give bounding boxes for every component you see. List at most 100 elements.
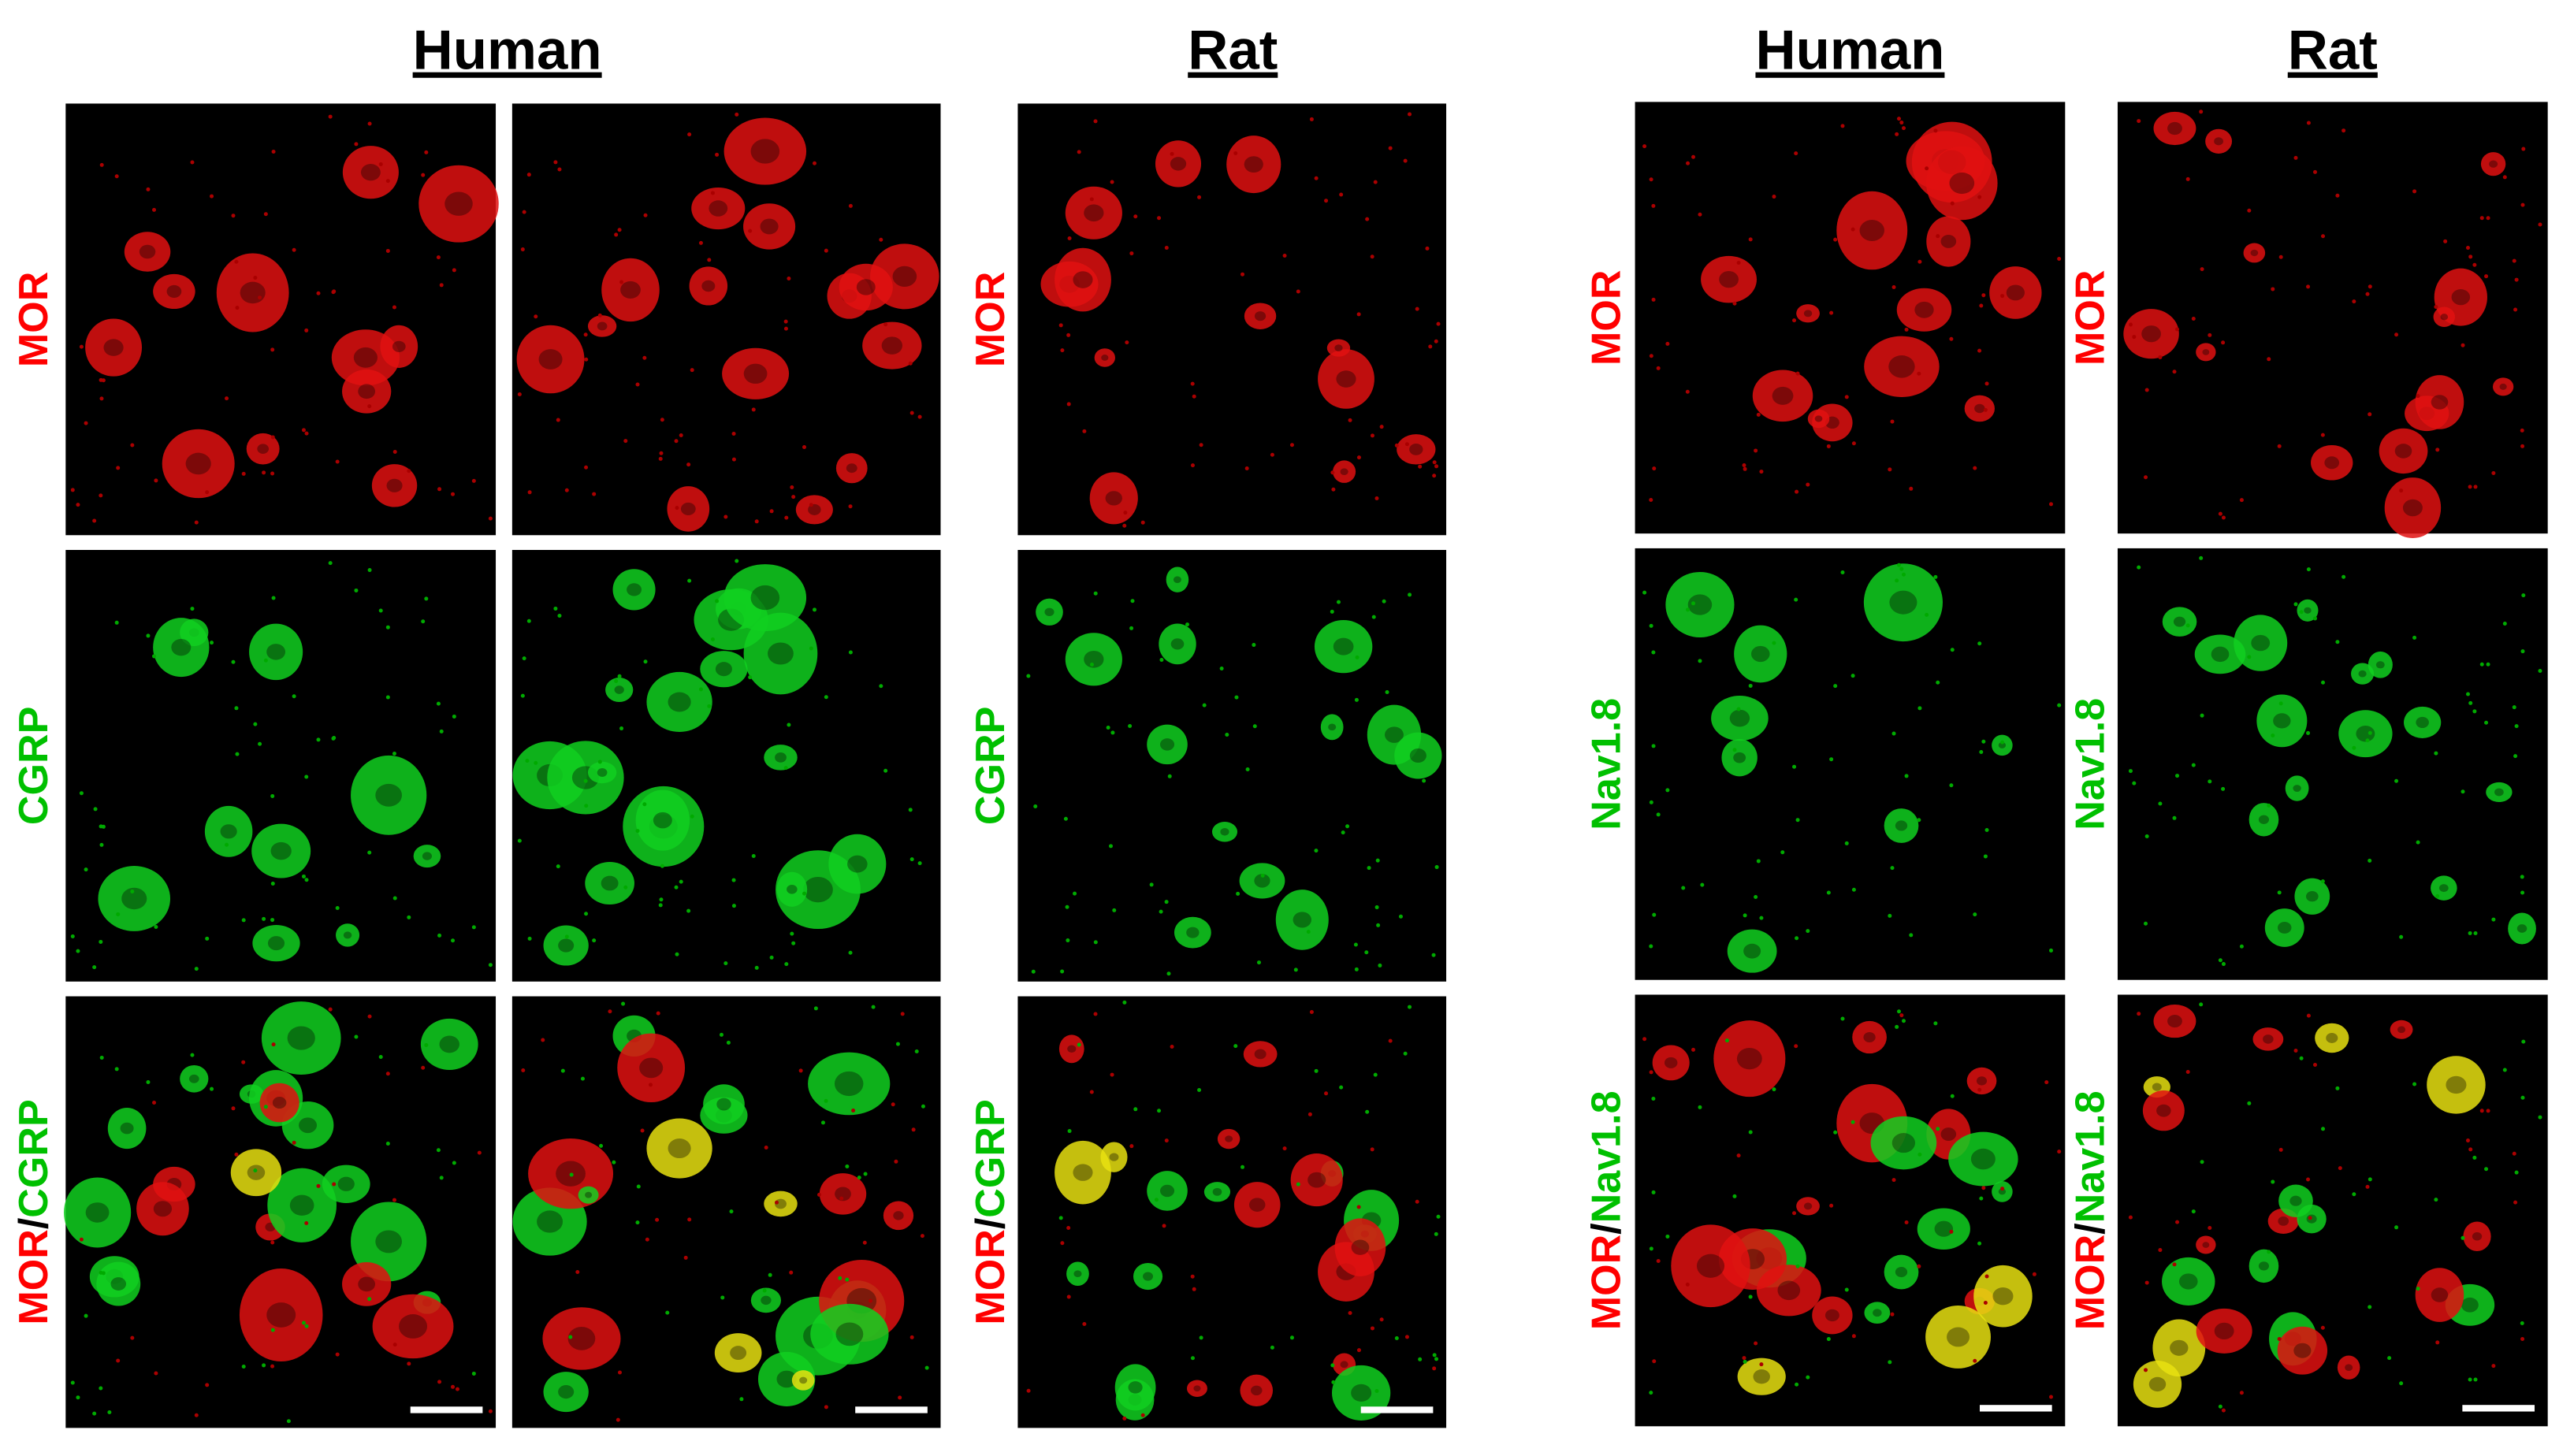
cell [646,1118,712,1179]
speckle [99,1270,103,1275]
speckle [1652,912,1657,917]
speckle [557,167,562,172]
cell [605,678,634,703]
speckle [1652,1359,1657,1364]
cell [587,761,617,784]
speckle [2247,655,2252,659]
speckle [1364,950,1369,955]
speckle [1060,969,1065,974]
row-label-part: / [1583,1223,1629,1234]
speckle [2465,1138,2470,1143]
speckle [1949,783,1954,788]
speckle [154,924,158,929]
speckle [1434,865,1439,870]
speckle [2412,635,2417,640]
speckle [99,1386,103,1391]
cell [2196,1235,2216,1254]
speckle [2320,433,2325,437]
speckle [1732,748,1737,752]
cell-nucleus [1888,355,1915,378]
speckle [789,1270,794,1275]
speckle [1219,666,1224,670]
speckle [527,490,532,495]
speckle [1164,1138,1169,1143]
speckle [2000,1187,2005,1191]
cell [1711,696,1769,741]
cell [543,925,589,966]
speckle [1130,599,1135,604]
speckle [679,879,683,884]
cell-nucleus [1824,1309,1839,1322]
speckle [1665,1234,1670,1239]
speckle [301,874,306,878]
cell [2205,128,2233,154]
speckle [2277,444,2282,448]
speckle [1649,177,1653,182]
speckle [1851,887,1856,892]
cell-nucleus [2173,616,2186,627]
speckle [1314,1068,1319,1073]
speckle [1365,1109,1370,1114]
speckle [838,1276,843,1280]
cell-nucleus [1753,1369,1770,1384]
speckle [354,588,359,592]
speckle [584,465,589,470]
cell [703,1084,745,1124]
cell-nucleus [1328,723,1337,731]
speckle [1950,648,1955,652]
cell-nucleus [2326,1032,2338,1043]
speckle [2048,502,2053,507]
speckle [1895,1024,1899,1029]
speckle [335,906,340,911]
speckle [392,449,397,454]
speckle [1686,161,1691,165]
speckle [1806,929,1810,934]
speckle [1851,674,1855,678]
speckle [116,466,121,470]
speckle [1743,466,1747,471]
cell [1652,1045,1690,1081]
speckle [715,599,720,604]
cell-nucleus [1212,1187,1222,1196]
speckle [1370,433,1374,438]
cell-nucleus [538,349,563,370]
speckle [1434,464,1439,469]
speckle [1129,251,1134,256]
speckle [690,368,694,373]
speckle [802,891,807,896]
speckle [1234,695,1239,700]
speckle [879,684,883,689]
cell-nucleus [1254,1049,1267,1060]
cell-nucleus [2148,1376,2167,1392]
cell [2463,1221,2491,1252]
speckle [848,504,853,509]
speckle [1225,732,1229,737]
speckle [2365,738,2370,743]
cell-nucleus [1664,1057,1678,1068]
cell-nucleus [799,1376,808,1384]
speckle [1917,1264,1921,1268]
cell-nucleus [1687,594,1713,615]
speckle [1794,151,1798,156]
speckle [210,1086,214,1091]
speckle [784,962,789,967]
cell [1055,1140,1111,1205]
speckle [304,328,309,332]
speckle [871,1005,876,1009]
speckle [2513,307,2518,312]
speckle [234,706,239,711]
cell [230,1149,282,1197]
speckle [2000,294,2005,299]
cell-nucleus [1998,741,2007,748]
speckle [2486,662,2490,667]
speckle [2368,730,2372,735]
speckle [1374,905,1379,910]
speckle [292,1140,296,1145]
speckle [848,950,853,955]
speckle [1806,482,1810,487]
speckle [2199,555,2204,560]
speckle [2472,1155,2477,1160]
speckle [1432,474,1437,478]
cell [322,1164,370,1204]
speckle [1888,913,1892,918]
